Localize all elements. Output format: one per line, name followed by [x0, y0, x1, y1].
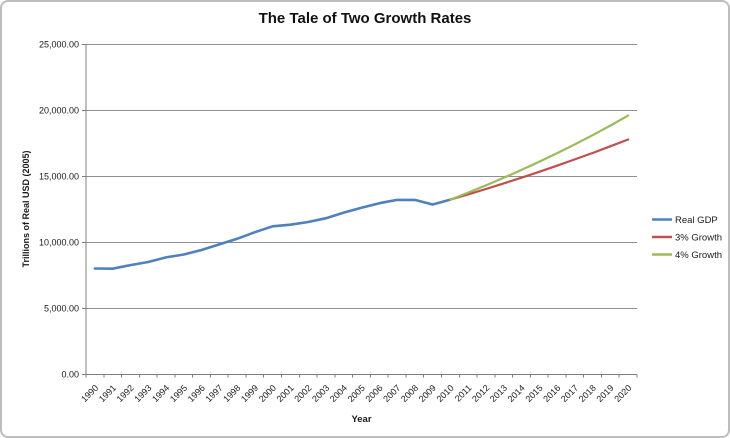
x-axis-title: Year [351, 414, 372, 425]
x-axis-tick-label: 2012 [470, 383, 491, 404]
y-axis-tick-label: 5,000.00 [44, 304, 79, 314]
y-axis-tick-label: 10,000.00 [39, 238, 79, 248]
x-axis-tick-label: 1999 [239, 383, 260, 404]
x-axis-tick-label: 2006 [363, 383, 384, 404]
x-axis-tick-label: 2005 [346, 383, 367, 404]
x-axis-tick-label: 2016 [541, 383, 562, 404]
series-line-3-growth [449, 138, 630, 201]
x-axis-tick-label: 2015 [523, 383, 544, 404]
x-axis-tick-label: 2013 [488, 383, 509, 404]
x-axis-tick-label: 2002 [292, 383, 313, 404]
x-axis-tick-label: 2010 [435, 383, 456, 404]
y-axis-tick-label: 20,000.00 [39, 106, 79, 116]
x-axis-tick-label: 1990 [79, 383, 100, 404]
x-axis-tick-label: 2011 [453, 383, 474, 404]
x-axis-tick-label: 1995 [168, 383, 189, 404]
x-axis-tick-label: 2009 [417, 383, 438, 404]
x-axis-tick-label: 1994 [150, 383, 171, 404]
x-axis-tick-label: 2000 [257, 383, 278, 404]
x-axis-tick-label: 2004 [328, 383, 349, 404]
chart-title: The Tale of Two Growth Rates [258, 10, 472, 27]
x-axis-tick-label: 1998 [221, 383, 242, 404]
legend-label-4-growth: 4% Growth [675, 250, 722, 261]
legend-label-3-growth: 3% Growth [675, 233, 722, 244]
series-line-real-gdp [93, 198, 452, 271]
y-axis-tick-label: 15,000.00 [39, 172, 79, 182]
x-axis-tick-label: 2020 [612, 383, 633, 404]
x-axis-tick-label: 1991 [97, 383, 118, 404]
x-axis-tick-label: 1993 [132, 383, 153, 404]
x-axis-tick-label: 2018 [577, 383, 598, 404]
x-axis-tick-label: 2001 [275, 383, 296, 404]
series-line-4-growth [449, 114, 630, 201]
x-axis-tick-label: 2019 [595, 383, 616, 404]
x-axis-tick-label: 2017 [559, 383, 580, 404]
y-axis-tick-label: 0.00 [61, 370, 79, 380]
x-axis-tick-label: 1992 [115, 383, 136, 404]
y-axis-tick-label: 25,000.00 [39, 40, 79, 50]
x-axis-tick-label: 2008 [399, 383, 420, 404]
y-axis-title: Trillions of Real USD (2005) [21, 150, 31, 268]
x-axis-tick-label: 1996 [186, 383, 207, 404]
x-axis-tick-label: 2007 [381, 383, 402, 404]
x-axis-tick-label: 2014 [506, 383, 527, 404]
legend-label-real-gdp: Real GDP [675, 215, 718, 226]
x-axis-tick-label: 1997 [203, 383, 224, 404]
x-axis-tick-label: 2003 [310, 383, 331, 404]
